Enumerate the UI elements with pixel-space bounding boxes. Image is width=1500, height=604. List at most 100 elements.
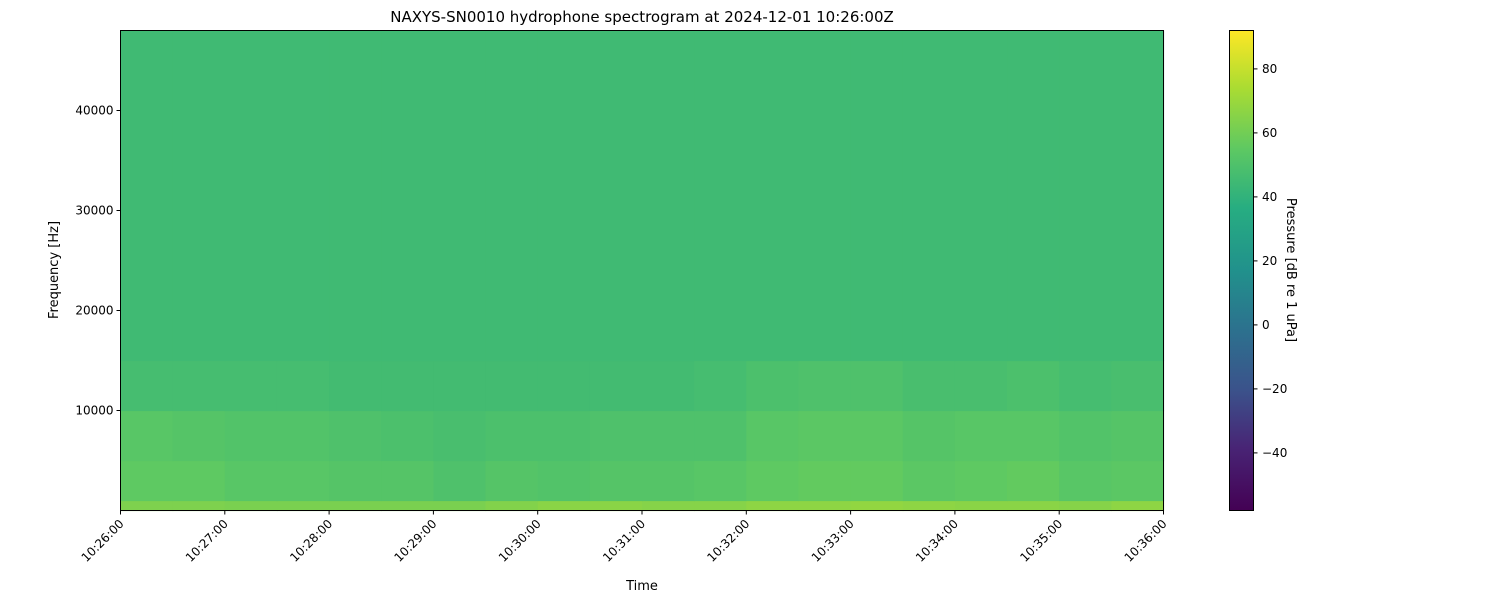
spectrogram-cell (537, 500, 591, 512)
colorbar-ticks: −40 −20 0 20 40 60 80 (1253, 62, 1287, 460)
spectrogram-cell (537, 410, 591, 462)
colorbar-tick-label: 80 (1262, 62, 1277, 76)
y-axis-label: Frequency [Hz] (47, 221, 62, 319)
spectrogram-cells (120, 30, 1165, 512)
spectrogram-cell (850, 360, 904, 412)
spectrogram-cell (589, 500, 643, 512)
spectrogram-cell (329, 460, 382, 502)
spectrogram-cell (224, 360, 278, 412)
y-tick-label: 30000 (75, 204, 113, 218)
spectrogram-cell (642, 500, 695, 512)
spectrogram-cell (433, 360, 487, 412)
spectrogram-cell (381, 500, 434, 512)
colorbar (1229, 30, 1254, 511)
spectrogram-cell (902, 460, 956, 502)
spectrogram-cell (902, 410, 956, 462)
x-tick-label: 10:33:00 (809, 517, 857, 565)
spectrogram-cell (276, 460, 330, 502)
spectrogram-cell (850, 30, 904, 362)
spectrogram-cell (381, 360, 434, 412)
spectrogram-cell (381, 410, 434, 462)
colorbar-label: Pressure [dB re 1 uPa] (1283, 198, 1298, 342)
spectrogram-cell (1059, 500, 1112, 512)
y-axis-ticks: 10000 20000 30000 40000 (75, 104, 121, 418)
spectrogram-cell (381, 30, 434, 362)
spectrogram-cell (1007, 30, 1060, 362)
x-tick-label: 10:31:00 (600, 517, 648, 565)
spectrogram-cell (120, 500, 174, 512)
spectrogram-cell (954, 500, 1008, 512)
colorbar-tick-label: 60 (1262, 126, 1277, 140)
spectrogram-cell (537, 30, 591, 362)
spectrogram-cell (172, 30, 226, 362)
x-axis-label: Time (625, 579, 658, 594)
spectrogram-cell (485, 500, 539, 512)
spectrogram-cell (589, 460, 643, 502)
spectrogram-cell (276, 410, 330, 462)
spectrogram-cell (485, 460, 539, 502)
spectrogram-cell (1111, 360, 1165, 412)
spectrogram-cell (224, 30, 278, 362)
spectrogram-cell (276, 360, 330, 412)
colorbar-tick-label: 0 (1262, 318, 1270, 332)
spectrogram-cell (1007, 500, 1060, 512)
spectrogram-cell (1059, 30, 1112, 362)
spectrogram-cell (589, 410, 643, 462)
spectrogram-cell (746, 460, 800, 502)
x-tick-label: 10:28:00 (287, 517, 335, 565)
y-tick-label: 10000 (75, 404, 113, 418)
x-tick-label: 10:36:00 (1122, 517, 1170, 565)
spectrogram-cell (1059, 410, 1112, 462)
spectrogram-cell (485, 30, 539, 362)
spectrogram-cell (694, 460, 747, 502)
spectrogram-cell (433, 460, 487, 502)
spectrogram-cell (694, 410, 747, 462)
spectrogram-cell (642, 30, 695, 362)
spectrogram-cell (276, 500, 330, 512)
spectrogram-cell (224, 460, 278, 502)
spectrogram-cell (485, 410, 539, 462)
spectrogram-cell (746, 410, 800, 462)
spectrogram-cell (694, 30, 747, 362)
spectrogram-cell (798, 30, 852, 362)
spectrogram-cell (329, 360, 382, 412)
spectrogram-cell (433, 30, 487, 362)
spectrogram-cell (172, 410, 226, 462)
x-tick-label: 10:30:00 (496, 517, 544, 565)
spectrogram-cell (642, 460, 695, 502)
spectrogram-cell (694, 500, 747, 512)
x-tick-label: 10:27:00 (183, 517, 231, 565)
spectrogram-cell (485, 360, 539, 412)
spectrogram-cell (642, 360, 695, 412)
spectrogram-cell (120, 360, 174, 412)
spectrogram-cell (798, 460, 852, 502)
colorbar-tick-label: −20 (1262, 382, 1287, 396)
spectrogram-cell (329, 500, 382, 512)
spectrogram-cell (589, 360, 643, 412)
x-tick-label: 10:34:00 (913, 517, 961, 565)
x-tick-label: 10:32:00 (704, 517, 752, 565)
spectrogram-cell (1111, 410, 1165, 462)
spectrogram-cell (954, 460, 1008, 502)
y-tick-label: 40000 (75, 104, 113, 118)
spectrogram-cell (224, 410, 278, 462)
chart-title: NAXYS-SN0010 hydrophone spectrogram at 2… (390, 8, 894, 26)
colorbar-tick-label: 20 (1262, 254, 1277, 268)
spectrogram-cell (798, 360, 852, 412)
spectrogram-cell (329, 30, 382, 362)
colorbar-tick-label: −40 (1262, 446, 1287, 460)
spectrogram-cell (954, 30, 1008, 362)
spectrogram-cell (433, 500, 487, 512)
spectrogram-cell (850, 410, 904, 462)
spectrogram-cell (1111, 460, 1165, 502)
spectrogram-cell (902, 30, 956, 362)
spectrogram-cell (642, 410, 695, 462)
colorbar-tick-label: 40 (1262, 190, 1277, 204)
spectrogram-cell (276, 30, 330, 362)
spectrogram-cell (746, 360, 800, 412)
spectrogram-cell (537, 360, 591, 412)
x-tick-label: 10:35:00 (1017, 517, 1065, 565)
spectrogram-cell (694, 360, 747, 412)
spectrogram-cell (954, 410, 1008, 462)
